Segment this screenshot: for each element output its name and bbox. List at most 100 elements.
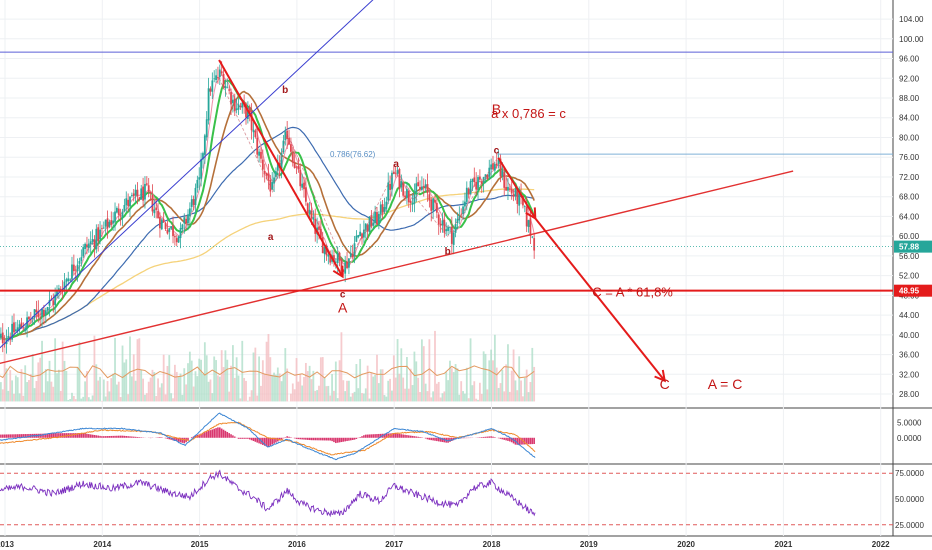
macd-histogram-bar (376, 434, 378, 438)
candle-body (404, 195, 406, 198)
candle-body (318, 226, 320, 230)
volume-bar (299, 374, 302, 402)
macd-histogram-bar (280, 437, 283, 440)
macd-histogram-bar (406, 435, 408, 438)
volume-bar (258, 356, 261, 402)
volume-bar (185, 384, 188, 402)
candle-body (303, 182, 305, 190)
candle-body (127, 199, 130, 206)
volume-bar (520, 380, 522, 402)
x-tick-label: 2020 (677, 540, 695, 549)
candle-body (196, 179, 199, 188)
candle-body (190, 199, 193, 207)
candle-body (443, 219, 446, 233)
candle-body (202, 153, 204, 160)
macd-histogram-bar (312, 437, 315, 441)
candle-body (93, 239, 96, 248)
volume-bar (115, 384, 118, 402)
volume-bar (284, 348, 287, 402)
candle-body (119, 215, 122, 217)
volume-bar (39, 357, 42, 402)
volume-bar (411, 385, 414, 402)
macd-histogram-bar (248, 437, 251, 440)
volume-bar (127, 394, 130, 402)
macd-histogram-bar (108, 436, 111, 438)
volume-bar (91, 395, 94, 402)
candle-body (490, 164, 493, 170)
macd-histogram-bar (181, 437, 184, 443)
volume-bar (355, 364, 358, 402)
macd-histogram-bar (518, 437, 520, 445)
volume-bar (398, 373, 401, 402)
candle-body (174, 236, 176, 238)
candle-body (364, 223, 367, 231)
macd-histogram-bar (254, 437, 257, 442)
candle-body (503, 172, 506, 188)
macd-histogram-bar (494, 437, 496, 438)
wave-label: b (445, 246, 451, 257)
candle-body (252, 129, 255, 133)
wave-projection-line (218, 78, 497, 270)
candle-body (312, 217, 315, 220)
candle-body (172, 225, 174, 237)
macd-histogram-bar (364, 434, 367, 438)
volume-bar (250, 390, 253, 402)
volume-bar (119, 397, 122, 402)
macd-histogram-bar (59, 433, 62, 438)
macd-histogram-bar (205, 431, 208, 438)
candle-body (20, 322, 23, 329)
macd-histogram-bar (520, 437, 522, 445)
macd-histogram-bar (170, 437, 172, 440)
macd-histogram-bar (243, 437, 245, 439)
candle-body (228, 89, 231, 91)
volume-bar (9, 370, 12, 402)
y-tick-label: 52.00 (899, 272, 920, 281)
volume-bar (340, 332, 343, 402)
candle-body (33, 309, 36, 318)
macd-histogram-bar (301, 437, 303, 440)
macd-histogram-bar (361, 436, 363, 438)
volume-bar (263, 373, 266, 402)
volume-bar (419, 392, 421, 402)
candle-body (56, 291, 58, 297)
candle-body (471, 178, 474, 182)
volume-bar (1, 389, 4, 402)
volume-bar (402, 377, 405, 402)
macd-histogram-bar (273, 437, 275, 444)
candle-body (377, 213, 380, 224)
macd-histogram-bar (533, 437, 535, 444)
volume-bar (304, 362, 307, 402)
volume-bar (336, 398, 339, 402)
volume-bar (499, 383, 502, 402)
candle-body (140, 188, 143, 200)
volume-bar (22, 395, 25, 402)
macd-histogram-bar (213, 428, 215, 438)
y-tick-label: 88.00 (899, 94, 920, 103)
volume-bar (179, 373, 182, 402)
volume-bar (301, 385, 304, 402)
candle-body (477, 177, 479, 190)
candle-body (39, 316, 42, 318)
macd-histogram-bar (507, 437, 509, 441)
candle-body (256, 137, 259, 155)
candle-body (241, 102, 244, 108)
volume-bar (342, 380, 345, 402)
candle-body (271, 182, 274, 190)
y-tick-label: 100.00 (899, 35, 924, 44)
candle-body (507, 186, 509, 191)
macd-histogram-bar (262, 437, 264, 445)
candle-body (420, 186, 423, 190)
volume-bar (319, 357, 322, 402)
volume-bar (248, 396, 251, 402)
volume-bar (467, 398, 470, 402)
y-tick-label: 104.00 (899, 15, 924, 24)
volume-bar (65, 370, 68, 402)
macd-histogram-bar (207, 430, 210, 438)
candle-body (428, 194, 431, 201)
candle-body (151, 195, 154, 212)
wave-label: c (340, 289, 346, 300)
macd-histogram-bar (3, 434, 6, 438)
volume-bar (486, 389, 489, 402)
candle-body (164, 222, 167, 230)
